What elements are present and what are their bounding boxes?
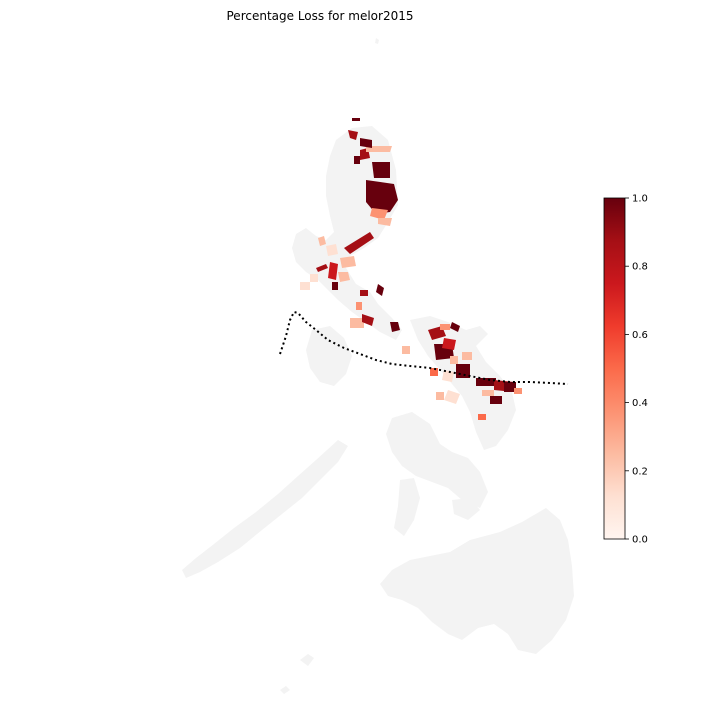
loss-region bbox=[436, 392, 444, 400]
landmass-mindoro bbox=[306, 326, 352, 386]
loss-region bbox=[340, 256, 356, 268]
loss-region bbox=[362, 314, 374, 326]
loss-region bbox=[450, 356, 458, 364]
loss-region bbox=[440, 324, 450, 330]
colorbar: 0.0 0.2 0.4 0.6 0.8 1.0 bbox=[603, 194, 648, 546]
loss-region bbox=[360, 290, 368, 296]
loss-region bbox=[402, 346, 410, 354]
loss-region bbox=[328, 262, 338, 280]
loss-region bbox=[300, 282, 310, 290]
map-title: Percentage Loss for melor2015 bbox=[226, 9, 414, 23]
loss-region bbox=[372, 162, 390, 178]
loss-region bbox=[430, 368, 438, 376]
typhoon-track bbox=[279, 310, 569, 385]
landmass-mindanao bbox=[380, 508, 574, 654]
loss-region bbox=[370, 208, 388, 220]
loss-region bbox=[360, 138, 372, 148]
loss-region bbox=[376, 284, 384, 296]
loss-region bbox=[344, 232, 374, 254]
loss-layer bbox=[300, 118, 522, 420]
landmass-palawan bbox=[182, 440, 348, 578]
loss-region bbox=[310, 274, 318, 282]
landmass-luzon bbox=[292, 126, 402, 340]
loss-region bbox=[442, 338, 456, 350]
loss-region bbox=[390, 322, 400, 332]
loss-region bbox=[450, 322, 460, 332]
loss-region bbox=[514, 388, 522, 394]
loss-region bbox=[366, 146, 392, 152]
loss-region bbox=[348, 130, 358, 140]
loss-region bbox=[326, 244, 338, 256]
loss-region bbox=[476, 378, 496, 386]
loss-region bbox=[504, 382, 516, 392]
landmass-negros bbox=[394, 478, 420, 536]
loss-region bbox=[482, 390, 494, 396]
colorbar-tick-label: 1.0 bbox=[632, 194, 648, 205]
loss-region bbox=[478, 414, 486, 420]
loss-region bbox=[352, 118, 360, 121]
loss-region bbox=[354, 156, 360, 164]
loss-region bbox=[332, 282, 338, 290]
loss-region bbox=[356, 302, 362, 310]
colorbar-tick-label: 0.6 bbox=[632, 330, 648, 341]
colorbar-ticks: 0.0 0.2 0.4 0.6 0.8 1.0 bbox=[625, 194, 648, 546]
loss-region bbox=[444, 390, 460, 404]
loss-region bbox=[462, 352, 472, 360]
landmass-bohol bbox=[452, 498, 480, 520]
colorbar-tick-label: 0.4 bbox=[632, 398, 648, 409]
loss-region bbox=[456, 364, 470, 378]
loss-region bbox=[318, 236, 326, 246]
loss-region bbox=[316, 264, 328, 272]
colorbar-gradient bbox=[603, 197, 626, 540]
landmass-sulu bbox=[280, 654, 314, 694]
landmass-visayas bbox=[386, 412, 488, 508]
colorbar-tick-label: 0.2 bbox=[632, 466, 648, 477]
colorbar-tick-label: 0.8 bbox=[632, 262, 648, 273]
colorbar-tick-label: 0.0 bbox=[632, 535, 648, 546]
landmass-batanes bbox=[375, 38, 379, 44]
loss-region bbox=[366, 180, 398, 214]
loss-region bbox=[338, 272, 350, 282]
loss-region bbox=[490, 396, 502, 404]
land-layer bbox=[182, 38, 574, 694]
loss-region bbox=[378, 218, 392, 226]
loss-region bbox=[442, 370, 454, 382]
loss-region bbox=[350, 318, 364, 328]
